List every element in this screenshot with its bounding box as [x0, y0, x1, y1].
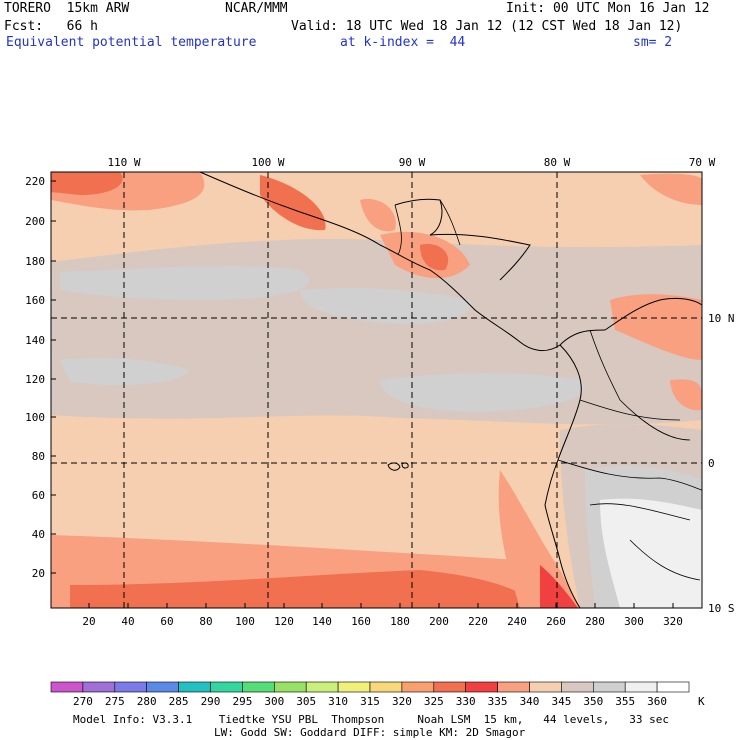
colorbar-label: 320: [392, 695, 412, 708]
y-tick-label: 140: [25, 334, 45, 347]
x-tick-label: 320: [663, 615, 683, 628]
colorbar-label: 360: [647, 695, 667, 708]
x-tick-label: 160: [351, 615, 371, 628]
x-tick-label: 300: [624, 615, 644, 628]
colorbar-swatch: [624, 681, 658, 693]
y-tick-label: 160: [25, 294, 45, 307]
field-name: Equivalent potential temperature: [6, 35, 257, 50]
forecast-hour: Fcst: 66 h: [4, 19, 98, 34]
colorbar-label: 270: [73, 695, 93, 708]
colorbar-swatch: [433, 681, 466, 693]
colorbar-label: 280: [137, 695, 157, 708]
lon-label: 110 W: [107, 156, 140, 169]
y-tick-label: 180: [25, 255, 45, 268]
country-borders: [394, 199, 703, 581]
colorbar-label: 325: [424, 695, 444, 708]
y-tick-label: 40: [32, 528, 45, 541]
colorbar: [50, 681, 690, 693]
colorbar-label: 290: [201, 695, 221, 708]
x-tick-label: 20: [82, 615, 95, 628]
colorbar-label: 305: [296, 695, 316, 708]
footer-model-info: Model Info: V3.3.1 Tiedtke YSU PBL Thomp…: [73, 713, 670, 726]
colorbar-swatch: [114, 681, 148, 693]
x-tick-label: 200: [429, 615, 449, 628]
footer-physics-info: LW: Godd SW: Goddard DIFF: simple KM: 2D…: [214, 726, 526, 739]
plot-frame: [50, 171, 703, 609]
colorbar-swatch: [497, 681, 530, 693]
x-tick-label: 100: [235, 615, 255, 628]
graticule: [51, 172, 702, 608]
x-tick-label: 140: [312, 615, 332, 628]
lon-label: 100 W: [251, 156, 284, 169]
org-label: NCAR/MMM: [225, 1, 288, 16]
colorbar-label: 310: [328, 695, 348, 708]
colorbar-swatch: [273, 681, 307, 693]
level-label: at k-index = 44: [340, 35, 466, 50]
y-tick-label: 20: [32, 567, 45, 580]
y-tick-label: 80: [32, 450, 45, 463]
lat-label: 10 N: [708, 312, 735, 325]
colorbar-label: 335: [488, 695, 508, 708]
x-tick-label: 80: [199, 615, 212, 628]
colorbar-label: 355: [615, 695, 635, 708]
colorbar-swatch: [50, 681, 84, 693]
colorbar-swatch: [369, 681, 403, 693]
colorbar-label: 340: [520, 695, 540, 708]
colorbar-swatch: [656, 681, 690, 693]
x-tick-label: 40: [121, 615, 134, 628]
colorbar-swatch: [242, 681, 275, 693]
y-tick-label: 120: [25, 373, 45, 386]
x-tick-label: 240: [507, 615, 527, 628]
colorbar-label: 350: [583, 695, 603, 708]
lat-label: 0: [708, 457, 715, 470]
lat-label: 10 S: [708, 602, 735, 615]
colorbar-swatch: [305, 681, 339, 693]
colorbar-label: 275: [105, 695, 125, 708]
colorbar-unit: K: [698, 695, 705, 708]
init-time: Init: 00 UTC Mon 16 Jan 12: [506, 1, 710, 16]
lon-label: 90 W: [399, 156, 426, 169]
x-tick-label: 180: [390, 615, 410, 628]
model-title: TORERO 15km ARW: [4, 1, 130, 16]
colorbar-label: 300: [264, 695, 284, 708]
x-tick-label: 60: [160, 615, 173, 628]
colorbar-swatch: [337, 681, 371, 693]
lon-label: 80 W: [544, 156, 571, 169]
colorbar-swatch: [146, 681, 179, 693]
colorbar-labels: 270 275 280 285 290 295 300 305 310 315 320 325 330 3…: [73, 695, 667, 708]
axis-ticks: [51, 180, 674, 608]
colorbar-label: 315: [360, 695, 380, 708]
colorbar-swatch: [178, 681, 211, 693]
colorbar-label: 295: [232, 695, 252, 708]
x-tick-label: 280: [585, 615, 605, 628]
y-tick-label: 60: [32, 489, 45, 502]
colorbar-swatch: [82, 681, 116, 693]
colorbar-swatch: [401, 681, 435, 693]
x-tick-label: 220: [468, 615, 488, 628]
x-tick-label: 120: [274, 615, 294, 628]
colorbar-label: 330: [456, 695, 476, 708]
colorbar-label: 345: [551, 695, 571, 708]
colorbar-swatch: [561, 681, 594, 693]
theta-e-field: [51, 172, 702, 608]
colorbar-swatch: [465, 681, 498, 693]
colorbar-swatch: [592, 681, 626, 693]
valid-time: Valid: 18 UTC Wed 18 Jan 12 (12 CST Wed …: [291, 19, 683, 34]
y-tick-label: 200: [25, 215, 45, 228]
x-tick-label: 260: [546, 615, 566, 628]
y-tick-label: 220: [25, 175, 45, 188]
colorbar-label: 285: [169, 695, 189, 708]
smoothing-label: sm= 2: [633, 35, 673, 50]
colorbar-swatch: [210, 681, 243, 693]
y-tick-label: 100: [25, 411, 45, 424]
colorbar-swatch: [529, 681, 562, 693]
lon-label: 70 W: [689, 156, 716, 169]
